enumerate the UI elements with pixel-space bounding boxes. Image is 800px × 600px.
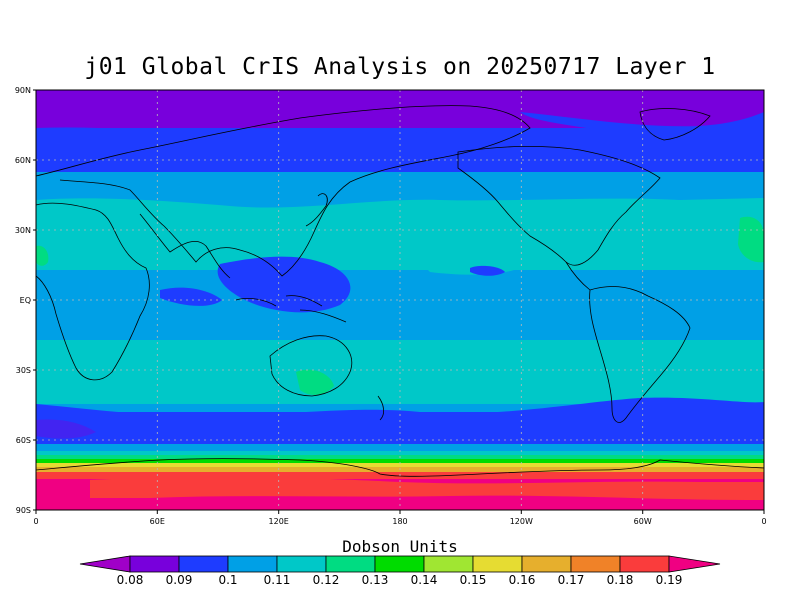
lat-label-30n: 30N xyxy=(15,226,31,235)
lat-label-30s: 30S xyxy=(16,366,31,375)
south-teal-patch xyxy=(296,369,334,395)
lon-label-180: 180 xyxy=(392,517,407,526)
colorbar-label-1: 0.09 xyxy=(166,573,193,587)
south-atlantic-blue xyxy=(36,419,96,439)
band-southern-ocean xyxy=(36,412,764,446)
colorbar-cell-10 xyxy=(570,555,621,573)
coast-south-america xyxy=(589,286,691,423)
colorbar-label-0: 0.08 xyxy=(117,573,144,587)
antarctic-red-region xyxy=(90,476,764,500)
band-south-high-5 xyxy=(36,463,764,468)
lon-label-0-left: 0 xyxy=(33,517,38,526)
lon-labels: 0 60E 120E 180 120W 60W 0 xyxy=(33,517,766,526)
lat-label-90n: 90N xyxy=(15,86,31,95)
lon-label-0-right: 0 xyxy=(761,517,766,526)
colorbar-cell-1 xyxy=(129,555,180,573)
coast-japan xyxy=(305,193,328,227)
coast-antarctica xyxy=(36,458,764,477)
coast-central-america xyxy=(565,261,591,291)
colorbar-label-3: 0.11 xyxy=(264,573,291,587)
maritime-blue xyxy=(160,287,222,306)
lon-label-60w: 60W xyxy=(634,517,652,526)
colorbar-label-4: 0.12 xyxy=(313,573,340,587)
colorbar-cell-3 xyxy=(227,555,278,573)
colorbar-label-8: 0.16 xyxy=(509,573,536,587)
arctic-lobe-2 xyxy=(520,112,764,136)
lat-label-60n: 60N xyxy=(15,156,31,165)
band-south-high-4 xyxy=(36,459,764,464)
colorbar-title: Dobson Units xyxy=(342,537,458,556)
coast-australia xyxy=(269,335,352,397)
band-south-high-1 xyxy=(36,444,764,452)
map-title: j01 Global CrIS Analysis on 20250717 Lay… xyxy=(84,54,716,80)
lat-label-eq: EQ xyxy=(20,296,31,305)
colorbar-label-11: 0.19 xyxy=(656,573,683,587)
colorbar-label-6: 0.14 xyxy=(411,573,438,587)
lon-label-60e: 60E xyxy=(150,517,165,526)
colorbar-label-9: 0.17 xyxy=(558,573,585,587)
arctic-lobe xyxy=(36,127,430,153)
graticule xyxy=(36,90,764,510)
southern-blue-edge xyxy=(36,397,764,417)
coast-north-america xyxy=(457,145,661,266)
coast-new-zealand xyxy=(377,395,384,421)
colorbar-low-arrow xyxy=(79,555,131,573)
colorbar: 0.08 0.09 0.1 0.11 0.12 0.13 0.14 0.15 0… xyxy=(79,555,721,587)
lat-labels: 90N 60N 30N EQ 30S 60S 90S xyxy=(15,86,31,515)
colorbar-label-5: 0.13 xyxy=(362,573,389,587)
lon-label-120w: 120W xyxy=(510,517,533,526)
coast-indonesia xyxy=(235,295,347,323)
coastlines xyxy=(36,105,764,477)
colorbar-cell-6 xyxy=(374,555,425,573)
atlantic-teal-patch xyxy=(738,216,764,263)
africa-cyan-patch xyxy=(36,245,49,266)
colorbar-label-7: 0.15 xyxy=(460,573,487,587)
colorbar-cell-2 xyxy=(178,555,229,573)
colorbar-label-10: 0.18 xyxy=(607,573,634,587)
lat-label-90s: 90S xyxy=(16,506,31,515)
colorbar-cell-9 xyxy=(521,555,572,573)
band-south-high-2 xyxy=(36,451,764,456)
colorbar-cell-5 xyxy=(325,555,376,573)
tick-marks xyxy=(33,89,765,514)
coast-africa xyxy=(36,202,150,381)
tropical-cyan-2 xyxy=(470,265,505,276)
lat-label-60s: 60S xyxy=(16,436,31,445)
coast-eurasia xyxy=(36,105,531,277)
colorbar-cell-8 xyxy=(472,555,523,573)
lon-label-120e: 120E xyxy=(269,517,289,526)
coast-arabia-india xyxy=(139,213,231,279)
colorbar-label-2: 0.1 xyxy=(218,573,237,587)
colorbar-cell-4 xyxy=(276,555,327,573)
colorbar-high-arrow xyxy=(668,555,721,573)
coast-greenland xyxy=(639,108,711,141)
colorbar-cell-11 xyxy=(619,555,670,573)
colorbar-cell-7 xyxy=(423,555,474,573)
